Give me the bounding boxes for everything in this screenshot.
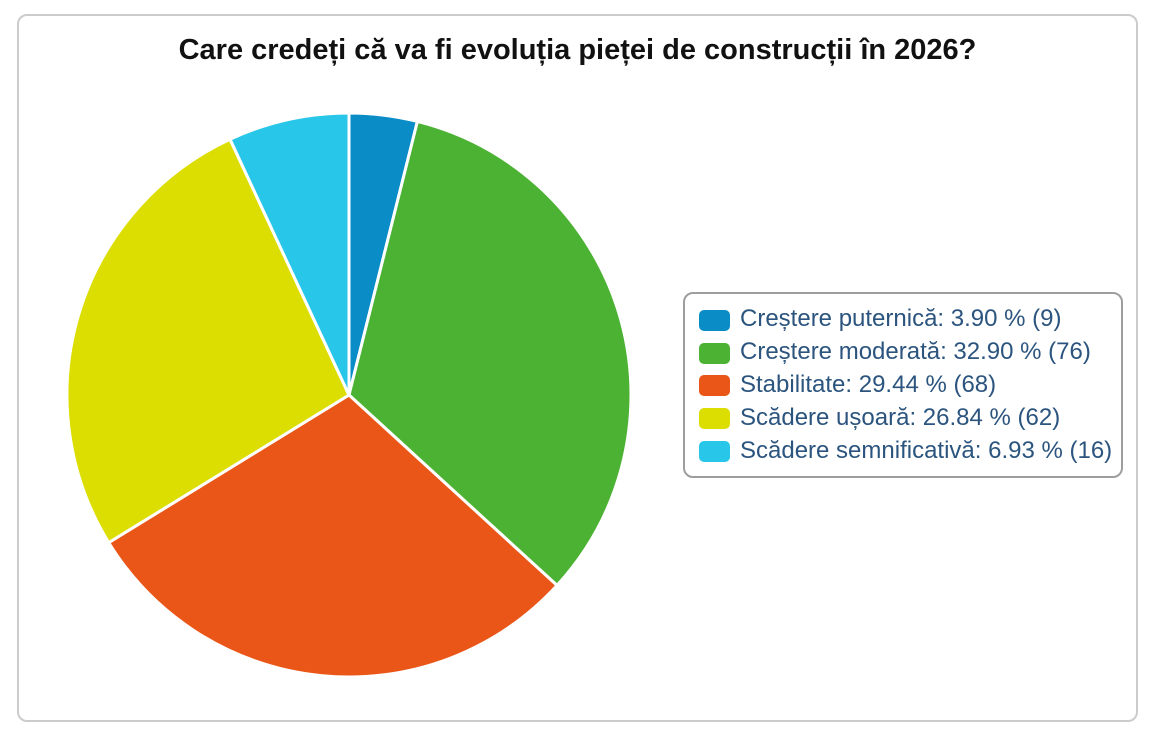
legend-item-crestere-puternica[interactable]: Creștere puternică: 3.90 % (9) [699, 304, 1111, 337]
legend: Creștere puternică: 3.90 % (9) Creștere … [683, 292, 1123, 478]
legend-item-label: Stabilitate: 29.44 % (68) [740, 370, 997, 398]
pie-slice-3[interactable] [65, 137, 351, 545]
legend-item-stabilitate[interactable]: Stabilitate: 29.44 % (68) [699, 370, 1111, 403]
legend-swatch-icon [699, 375, 730, 397]
pie-slice-4[interactable] [228, 111, 351, 397]
legend-item-scadere-usoara[interactable]: Scădere ușoară: 26.84 % (62) [699, 402, 1111, 435]
pie-chart [65, 111, 633, 679]
legend-item-label: Creștere moderată: 32.90 % (76) [740, 338, 1091, 366]
legend-item-label: Creștere puternică: 3.90 % (9) [740, 305, 1062, 333]
pie-slice-1[interactable] [347, 119, 633, 587]
legend-item-crestere-moderata[interactable]: Creștere moderată: 32.90 % (76) [699, 337, 1111, 370]
legend-swatch-icon [699, 441, 730, 463]
legend-item-label: Scădere semnificativă: 6.93 % (16) [740, 436, 1113, 464]
pie-slice-2[interactable] [107, 393, 559, 679]
legend-swatch-icon [699, 408, 730, 430]
legend-item-label: Scădere ușoară: 26.84 % (62) [740, 403, 1061, 431]
legend-swatch-icon [699, 342, 730, 364]
legend-item-scadere-semnificativa[interactable]: Scădere semnificativă: 6.93 % (16) [699, 435, 1113, 468]
chart-title: Care credeți că va fi evoluția pieței de… [178, 34, 977, 66]
legend-swatch-icon [699, 309, 730, 331]
